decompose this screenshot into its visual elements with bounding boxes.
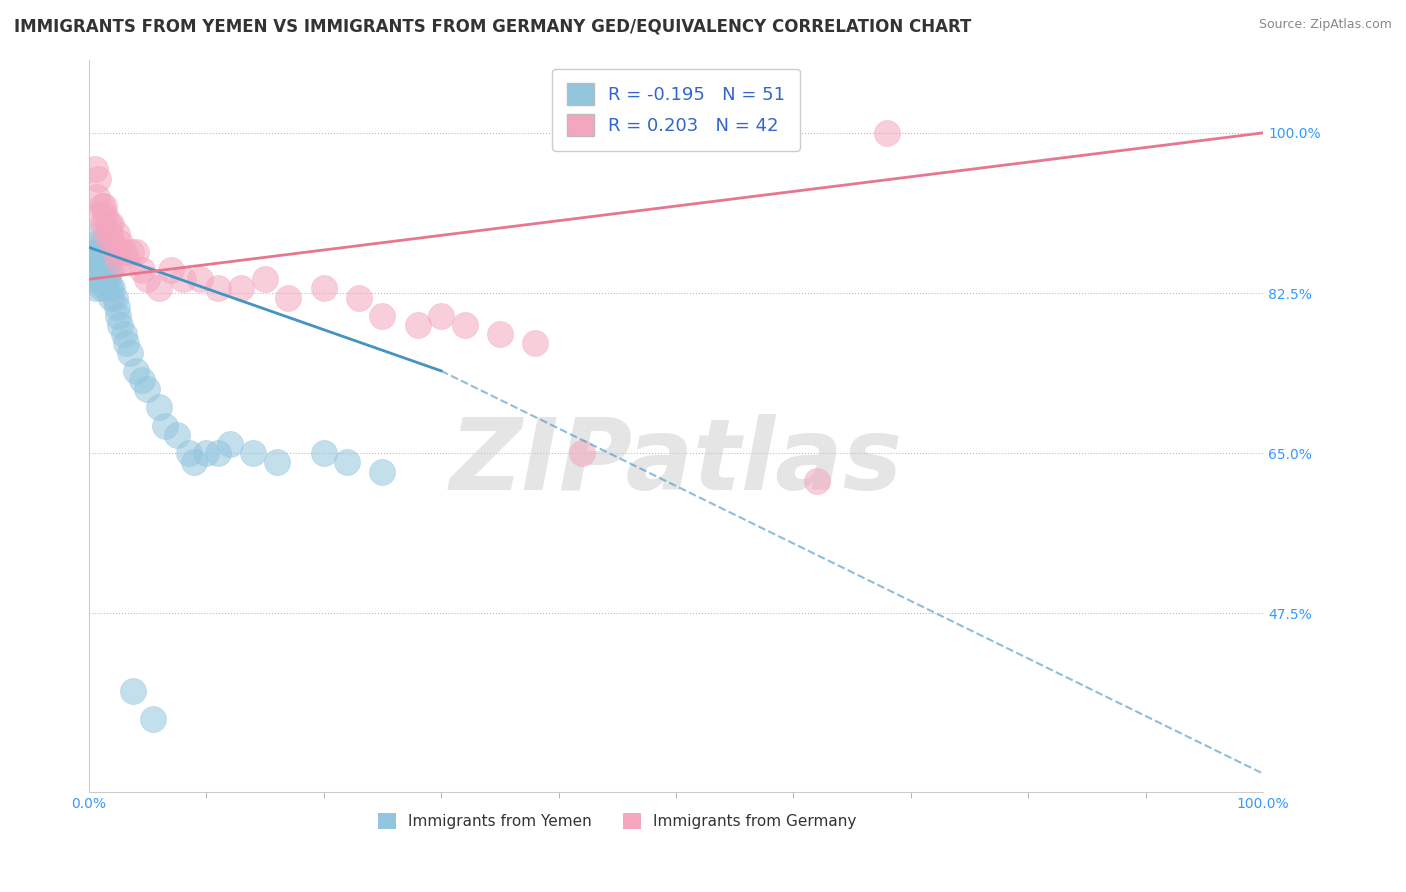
Point <box>90 254 112 268</box>
Point <box>195 446 218 460</box>
Point <box>96 281 118 295</box>
Point <box>103 244 125 259</box>
Point <box>571 446 593 460</box>
Point <box>110 318 132 332</box>
Point <box>166 428 188 442</box>
Point <box>453 318 475 332</box>
Point <box>89 208 111 222</box>
Point <box>83 254 105 268</box>
Point <box>253 272 276 286</box>
Point <box>90 281 112 295</box>
Point <box>312 281 335 295</box>
Point <box>347 291 370 305</box>
Point <box>91 235 114 250</box>
Point <box>406 318 429 332</box>
Point <box>83 272 105 286</box>
Point <box>188 272 211 286</box>
Point <box>142 712 165 726</box>
Point <box>91 272 114 286</box>
Point <box>84 281 107 295</box>
Point <box>207 446 229 460</box>
Point <box>115 336 138 351</box>
Point <box>89 244 111 259</box>
Point <box>87 235 110 250</box>
Point <box>96 272 118 286</box>
Point <box>103 291 125 305</box>
Point <box>524 336 547 351</box>
Point <box>136 382 159 396</box>
Point <box>98 227 121 241</box>
Point <box>112 327 135 342</box>
Point <box>90 199 112 213</box>
Point <box>148 401 170 415</box>
Point <box>160 263 183 277</box>
Point <box>89 227 111 241</box>
Point <box>100 218 122 232</box>
Point <box>101 235 124 250</box>
Point <box>105 300 128 314</box>
Point <box>87 171 110 186</box>
Point <box>98 263 121 277</box>
Point <box>89 254 111 268</box>
Point <box>231 281 253 295</box>
Point <box>172 272 194 286</box>
Point <box>118 345 141 359</box>
Point <box>136 272 159 286</box>
Point <box>98 281 121 295</box>
Point <box>86 190 108 204</box>
Point <box>96 263 118 277</box>
Point <box>266 455 288 469</box>
Text: ZIPatlas: ZIPatlas <box>450 414 903 511</box>
Point <box>120 244 142 259</box>
Point <box>336 455 359 469</box>
Point <box>93 199 115 213</box>
Point <box>177 446 200 460</box>
Point <box>105 227 128 241</box>
Point <box>83 162 105 177</box>
Point <box>207 281 229 295</box>
Point <box>94 208 117 222</box>
Point <box>131 373 153 387</box>
Point <box>86 244 108 259</box>
Point <box>107 254 129 268</box>
Point <box>100 291 122 305</box>
Point <box>242 446 264 460</box>
Point <box>101 281 124 295</box>
Legend: Immigrants from Yemen, Immigrants from Germany: Immigrants from Yemen, Immigrants from G… <box>371 807 863 836</box>
Point <box>107 309 129 323</box>
Text: IMMIGRANTS FROM YEMEN VS IMMIGRANTS FROM GERMANY GED/EQUIVALENCY CORRELATION CHA: IMMIGRANTS FROM YEMEN VS IMMIGRANTS FROM… <box>14 18 972 36</box>
Point <box>430 309 453 323</box>
Point <box>97 218 120 232</box>
Point <box>371 465 394 479</box>
Point <box>277 291 299 305</box>
Point <box>131 263 153 277</box>
Point <box>806 474 828 488</box>
Point <box>148 281 170 295</box>
Point <box>93 272 115 286</box>
Point <box>86 263 108 277</box>
Point <box>122 684 145 698</box>
Point <box>876 126 898 140</box>
Point <box>91 218 114 232</box>
Point <box>153 418 176 433</box>
Point <box>117 254 139 268</box>
Point <box>110 235 132 250</box>
Point <box>93 254 115 268</box>
Point <box>87 272 110 286</box>
Point <box>125 364 148 378</box>
Point <box>96 227 118 241</box>
Point <box>94 244 117 259</box>
Point <box>89 263 111 277</box>
Point <box>218 437 240 451</box>
Text: Source: ZipAtlas.com: Source: ZipAtlas.com <box>1258 18 1392 31</box>
Point <box>125 244 148 259</box>
Point <box>312 446 335 460</box>
Point <box>183 455 205 469</box>
Point <box>371 309 394 323</box>
Point <box>112 244 135 259</box>
Point <box>97 254 120 268</box>
Point <box>488 327 510 342</box>
